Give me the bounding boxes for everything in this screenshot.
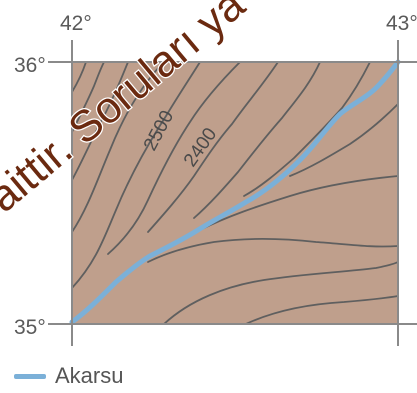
map-border (71, 61, 399, 325)
contour-line (71, 61, 87, 93)
contour-line (243, 61, 371, 197)
contour-line (245, 295, 399, 325)
latitude-top-label: 36° (14, 54, 46, 77)
contour-line (71, 61, 165, 233)
longitude-left-label: 42° (60, 12, 92, 35)
contour-line (147, 61, 279, 233)
map-frame (48, 40, 417, 346)
contour-line (71, 61, 129, 181)
longitude-right-label: 43° (386, 12, 417, 35)
contour-line (289, 103, 399, 177)
contour-line (193, 61, 321, 219)
contour-line (163, 261, 399, 325)
contour-line (71, 61, 105, 133)
contour-line (199, 175, 399, 231)
river-legend-swatch (14, 373, 46, 379)
contour-lines (71, 61, 399, 325)
latitude-bottom-label: 35° (14, 316, 46, 339)
contour-line (71, 61, 201, 289)
contour-line (147, 238, 399, 263)
legend: Akarsu (14, 362, 123, 390)
contour-line (107, 61, 241, 255)
river-legend-label: Akarsu (55, 363, 124, 388)
river (69, 59, 401, 325)
